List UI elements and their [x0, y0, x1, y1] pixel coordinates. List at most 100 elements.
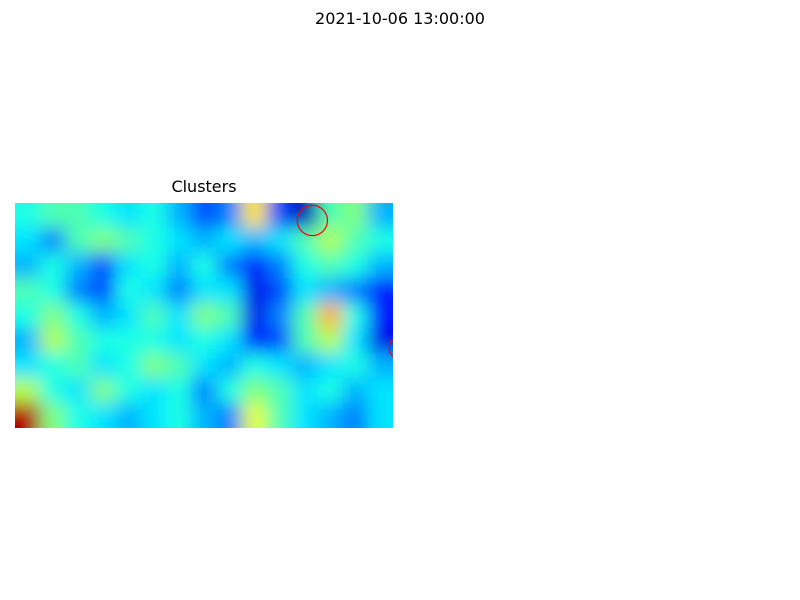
heatmap-cell	[40, 303, 67, 329]
heatmap-cell	[141, 353, 168, 379]
heatmap-cell	[216, 378, 243, 404]
heatmap-cell	[115, 303, 142, 329]
heatmap-cell	[90, 303, 117, 329]
heatmap-cell	[317, 203, 344, 229]
heatmap-cell	[65, 278, 92, 304]
heatmap-cell	[317, 403, 344, 428]
heatmap-cell	[241, 403, 268, 428]
heatmap-cell	[267, 253, 294, 279]
heatmap-cell	[166, 328, 193, 354]
heatmap-cell	[191, 228, 218, 254]
heatmap-cell	[191, 303, 218, 329]
heatmap-cell	[317, 228, 344, 254]
heatmap-cell	[241, 278, 268, 304]
heatmap-cell	[241, 303, 268, 329]
chart-title: Clusters	[171, 177, 237, 196]
heatmap-cell	[115, 353, 142, 379]
heatmap-cell	[241, 328, 268, 354]
heatmap-cell	[141, 328, 168, 354]
heatmap-cell	[367, 278, 393, 304]
heatmap-cell	[141, 303, 168, 329]
heatmap-cell	[166, 378, 193, 404]
heatmap-cell	[191, 328, 218, 354]
heatmap-cell	[15, 203, 42, 229]
heatmap-cell	[90, 253, 117, 279]
heatmap-cell	[90, 228, 117, 254]
cluster-circle-marker	[296, 204, 329, 237]
heatmap-cell	[216, 353, 243, 379]
heatmap-cell	[65, 303, 92, 329]
heatmap-cell	[15, 253, 42, 279]
heatmap-cell	[15, 328, 42, 354]
heatmap-cell	[115, 328, 142, 354]
heatmap-cell	[40, 378, 67, 404]
heatmap-cell	[317, 378, 344, 404]
heatmap-cell	[15, 403, 42, 428]
heatmap-cell	[342, 253, 369, 279]
heatmap-cell	[40, 278, 67, 304]
heatmap-cell	[65, 253, 92, 279]
heatmap-cell	[216, 303, 243, 329]
heatmap-cell	[241, 253, 268, 279]
heatmap-cell	[267, 203, 294, 229]
heatmap-cell	[90, 378, 117, 404]
heatmap-cell	[216, 203, 243, 229]
heatmap-cell	[191, 203, 218, 229]
heatmap-cell	[65, 228, 92, 254]
heatmap-cell	[292, 328, 319, 354]
heatmap-cell	[241, 203, 268, 229]
heatmap-cell	[317, 253, 344, 279]
heatmap-cell	[115, 403, 142, 428]
heatmap-cell	[166, 353, 193, 379]
heatmap-cell	[90, 278, 117, 304]
heatmap-cell	[317, 353, 344, 379]
heatmap-cell	[342, 378, 369, 404]
heatmap-cell	[241, 378, 268, 404]
heatmap-cell	[292, 378, 319, 404]
heatmap-cell	[342, 403, 369, 428]
heatmap-cell	[115, 278, 142, 304]
heatmap-cell	[342, 278, 369, 304]
heatmap-cell	[292, 403, 319, 428]
heatmap-cell	[267, 228, 294, 254]
heatmap-cell	[317, 278, 344, 304]
heatmap-cell	[267, 403, 294, 428]
heatmap-cell	[191, 378, 218, 404]
heatmap-cell	[367, 378, 393, 404]
heatmap-cell	[191, 403, 218, 428]
heatmap-cell	[141, 403, 168, 428]
heatmap-cell	[141, 253, 168, 279]
heatmap-cell	[191, 253, 218, 279]
heatmap-cell	[342, 353, 369, 379]
heatmap-cell	[65, 403, 92, 428]
heatmap-cell	[15, 378, 42, 404]
heatmap-cell	[65, 203, 92, 229]
heatmap-cell	[40, 253, 67, 279]
heatmap-cell	[216, 253, 243, 279]
heatmap-cell	[342, 328, 369, 354]
heatmap-cell	[65, 378, 92, 404]
heatmap-cell	[15, 303, 42, 329]
heatmap-cell	[15, 228, 42, 254]
heatmap-cell	[241, 353, 268, 379]
heatmap-cell	[141, 203, 168, 229]
heatmap-cell	[367, 253, 393, 279]
heatmap-cell	[292, 353, 319, 379]
heatmap-cell	[141, 378, 168, 404]
heatmap-cell	[367, 303, 393, 329]
heatmap-cell	[115, 228, 142, 254]
heatmap-cell	[166, 203, 193, 229]
heatmap-cell	[292, 253, 319, 279]
heatmap-cell	[267, 353, 294, 379]
figure-title: 2021-10-06 13:00:00	[315, 9, 485, 28]
heatmap-cells	[15, 203, 393, 428]
heatmap-cell	[90, 328, 117, 354]
heatmap-cell	[115, 203, 142, 229]
heatmap-cell	[292, 278, 319, 304]
heatmap-cell	[166, 303, 193, 329]
heatmap-cell	[40, 328, 67, 354]
heatmap-cell	[166, 253, 193, 279]
heatmap-cell	[166, 403, 193, 428]
heatmap-cell	[40, 353, 67, 379]
heatmap-cell	[191, 353, 218, 379]
